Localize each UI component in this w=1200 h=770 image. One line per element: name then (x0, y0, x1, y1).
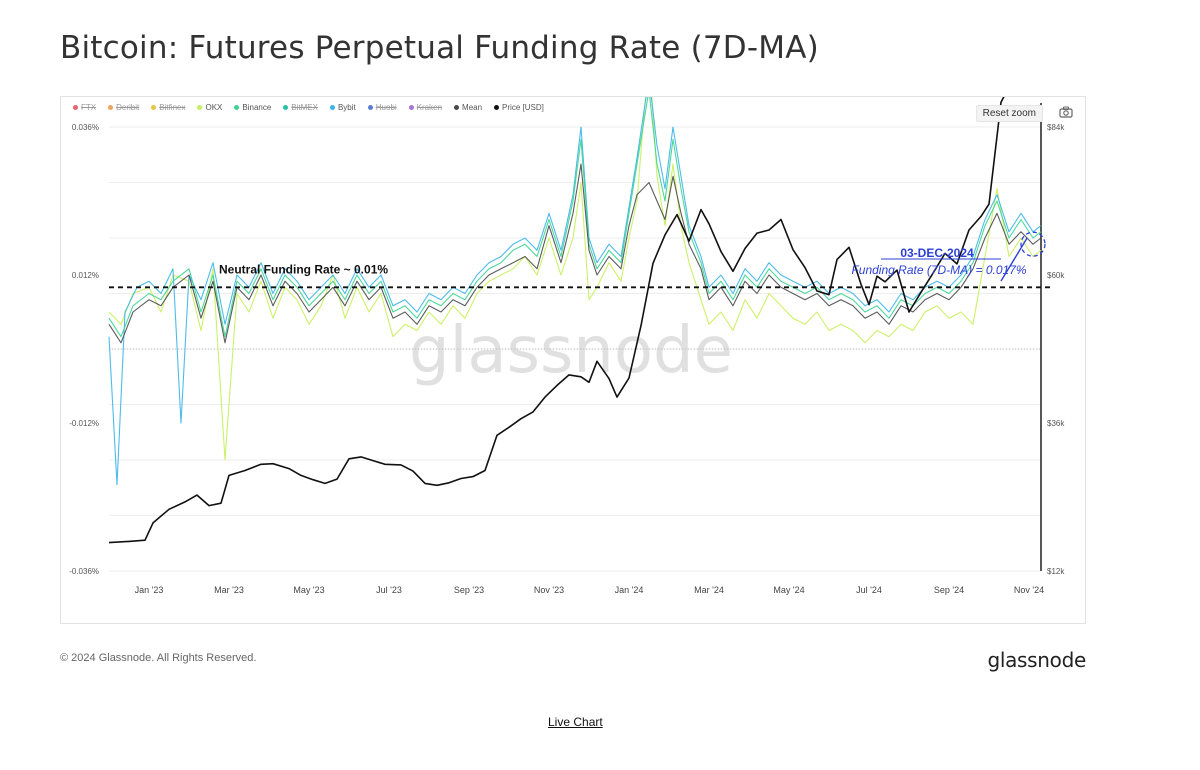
y-right-tick-label: $12k (1047, 567, 1065, 576)
legend-item-bitmex[interactable]: BitMEX (283, 103, 318, 112)
x-tick-label: Sep '23 (454, 585, 484, 595)
legend-label: Price [USD] (502, 103, 544, 112)
x-tick-label: May '23 (293, 585, 324, 595)
series-line-mean (108, 163, 1042, 344)
x-tick-label: Nov '24 (1014, 585, 1044, 595)
legend-item-deribit[interactable]: Deribit (108, 103, 139, 112)
y-left-tick-label: 0.012% (72, 271, 99, 280)
x-tick-label: Mar '24 (694, 585, 724, 595)
legend-label: BitMEX (291, 103, 318, 112)
legend-dot-icon (197, 105, 203, 110)
x-tick-label: May '24 (773, 585, 804, 595)
x-tick-label: Nov '23 (534, 585, 564, 595)
legend-label: Deribit (116, 103, 140, 112)
legend-dot-icon (494, 105, 500, 110)
legend-dot-icon (234, 105, 240, 110)
legend-dot-icon (329, 105, 335, 110)
legend-label: Bitfinex (159, 103, 186, 112)
legend-label: OKX (205, 103, 223, 112)
legend-dot-icon (73, 105, 78, 110)
annotation-text: Funding Rate (7D-MA) = 0.017% (851, 263, 1026, 277)
legend-label: Binance (242, 103, 272, 112)
legend-dot-icon (108, 105, 114, 110)
legend-item-bitfinex[interactable]: Bitfinex (151, 103, 185, 112)
chart-legend: FTX Deribit Bitfinex OKX Binance BitMEX Bybit H… (73, 103, 544, 112)
legend-dot-icon (408, 105, 414, 110)
page-title: Bitcoin: Futures Perpetual Funding Rate … (60, 30, 819, 66)
chart-container: glassnode 0.036% 0.012% -0.012% -0.036% $84k $… (60, 96, 1086, 624)
legend-item-okx[interactable]: OKX (197, 103, 222, 112)
legend-item-kraken[interactable]: Kraken (408, 103, 443, 112)
legend-item-price-usd[interactable]: Price [USD] (494, 103, 544, 112)
legend-item-ftx[interactable]: FTX (73, 103, 96, 112)
legend-label: Huobi (375, 103, 397, 112)
legend-dot-icon (367, 105, 373, 110)
legend-dot-icon (454, 105, 460, 110)
legend-dot-icon (283, 105, 289, 110)
x-tick-label: Jan '23 (135, 585, 164, 595)
y-left-tick-label: 0.036% (72, 123, 99, 132)
legend-dot-icon (151, 105, 157, 110)
legend-item-binance[interactable]: Binance (234, 103, 271, 112)
annotation-circle (1020, 231, 1046, 257)
legend-item-bybit[interactable]: Bybit (329, 103, 356, 112)
x-tick-label: Jan '24 (615, 585, 644, 595)
glassnode-logo: glassnode (987, 648, 1086, 672)
camera-icon[interactable] (1059, 106, 1073, 118)
x-tick-label: Sep '24 (934, 585, 964, 595)
legend-label: Kraken (416, 103, 443, 112)
reset-zoom-button[interactable]: Reset zoom (975, 105, 1043, 122)
legend-label: Bybit (337, 103, 356, 112)
series-line-binance (108, 97, 1042, 338)
y-right-tick-label: $84k (1047, 123, 1065, 132)
annotation-pointer (1000, 237, 1028, 282)
watermark-text: glassnode (409, 314, 733, 388)
chart-canvas: glassnode 0.036% 0.012% -0.012% -0.036% $84k $… (69, 97, 1065, 595)
series-line-okx (108, 97, 1042, 461)
series-line-bybit (108, 97, 1042, 486)
y-right-tick-label: $36k (1047, 419, 1065, 428)
annotation-date: 03-DEC-2024 (900, 246, 974, 260)
x-tick-label: Mar '23 (214, 585, 244, 595)
y-right-tick-label: $60k (1047, 271, 1065, 280)
live-chart-link[interactable]: Live Chart (548, 715, 603, 729)
copyright-text: © 2024 Glassnode. All Rights Reserved. (60, 652, 257, 664)
x-tick-label: Jul '24 (856, 585, 882, 595)
y-left-tick-label: -0.036% (69, 567, 99, 576)
legend-item-huobi[interactable]: Huobi (367, 103, 397, 112)
legend-item-mean[interactable]: Mean (454, 103, 482, 112)
neutral-funding-label: Neutral Funding Rate ~ 0.01% (219, 262, 388, 276)
legend-label: FTX (81, 103, 97, 112)
legend-label: Mean (462, 103, 483, 112)
x-tick-label: Jul '23 (376, 585, 402, 595)
y-left-tick-label: -0.012% (69, 419, 99, 428)
series-line-price-usd (108, 97, 1005, 544)
